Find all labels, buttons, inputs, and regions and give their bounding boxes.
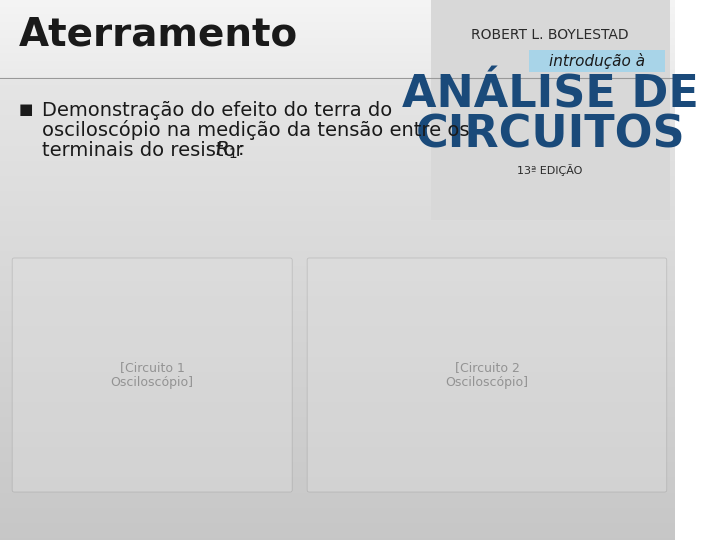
FancyBboxPatch shape <box>307 258 667 492</box>
Text: [Circuito 1
Osciloscópio]: [Circuito 1 Osciloscópio] <box>111 361 194 389</box>
Text: introdução à: introdução à <box>549 53 645 69</box>
Text: osciloscópio na medição da tensão entre os: osciloscópio na medição da tensão entre … <box>42 120 469 140</box>
Text: $R_1$:: $R_1$: <box>215 139 244 160</box>
Text: CIRCUITOS: CIRCUITOS <box>415 113 685 157</box>
Text: ROBERT L. BOYLESTAD: ROBERT L. BOYLESTAD <box>472 28 629 42</box>
Text: 13ª EDIÇÃO: 13ª EDIÇÃO <box>518 164 583 176</box>
Text: [Circuito 2
Osciloscópio]: [Circuito 2 Osciloscópio] <box>446 361 528 389</box>
Bar <box>529 50 665 72</box>
Bar <box>431 0 670 220</box>
Text: Aterramento: Aterramento <box>19 16 298 54</box>
Text: Demonstração do efeito do terra do: Demonstração do efeito do terra do <box>42 100 392 119</box>
Text: ■: ■ <box>19 103 33 118</box>
FancyBboxPatch shape <box>12 258 292 492</box>
Text: terminais do resistor: terminais do resistor <box>42 140 250 159</box>
Text: ANÁLISE DE: ANÁLISE DE <box>402 73 698 117</box>
